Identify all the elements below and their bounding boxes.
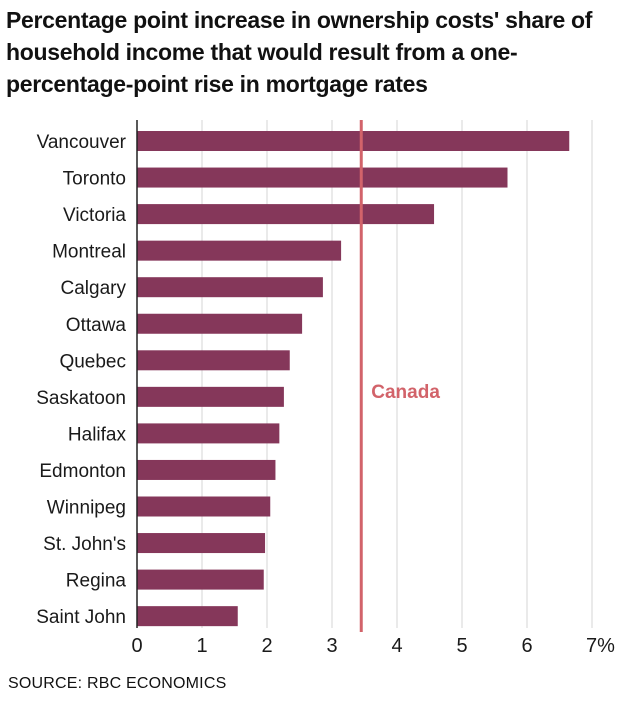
category-label: Halifax	[68, 424, 127, 445]
bar	[137, 386, 284, 407]
bar	[137, 423, 280, 444]
reference-line-label: Canada	[371, 382, 440, 403]
x-tick-label: 2	[261, 635, 272, 657]
bar	[137, 167, 508, 188]
bar	[137, 459, 276, 480]
category-label: Ottawa	[66, 315, 127, 336]
bars	[137, 131, 570, 627]
bar	[137, 131, 570, 151]
bar	[137, 204, 435, 225]
category-label: Calgary	[61, 278, 127, 299]
source-note: SOURCE: RBC ECONOMICS	[8, 675, 227, 692]
category-label: Regina	[66, 571, 127, 592]
x-tick-label: 0	[131, 635, 142, 657]
bar	[137, 533, 266, 554]
reference-line-group: Canada	[359, 120, 440, 632]
category-label: Saskatoon	[36, 388, 126, 409]
category-label: Toronto	[63, 169, 126, 190]
x-tick-label: 6	[521, 635, 532, 657]
bar	[137, 313, 303, 334]
x-tick-label: 7%	[586, 635, 615, 657]
x-tick-label: 4	[391, 635, 402, 657]
x-tick-label: 5	[456, 635, 467, 657]
bar	[137, 350, 290, 371]
bar	[137, 569, 264, 590]
x-axis: 0 1 2 3 4 5 6 7%	[131, 120, 615, 657]
bar	[137, 496, 271, 517]
chart-title: Percentage point increase in ownership c…	[6, 7, 593, 97]
bar	[137, 277, 323, 298]
category-label: Quebec	[59, 351, 126, 372]
category-label: Edmonton	[39, 461, 126, 482]
category-label: Winnipeg	[47, 498, 126, 519]
category-label: St. John's	[43, 534, 126, 555]
x-tick-label: 3	[326, 635, 337, 657]
category-label: Montreal	[52, 242, 126, 263]
bar	[137, 240, 342, 261]
category-label: Victoria	[63, 205, 126, 226]
category-labels: Vancouver Toronto Victoria Montreal Calgary O…	[36, 132, 126, 628]
bar	[137, 606, 238, 627]
x-tick-label: 1	[196, 635, 207, 657]
category-label: Saint John	[36, 607, 126, 628]
category-label: Vancouver	[37, 132, 127, 153]
